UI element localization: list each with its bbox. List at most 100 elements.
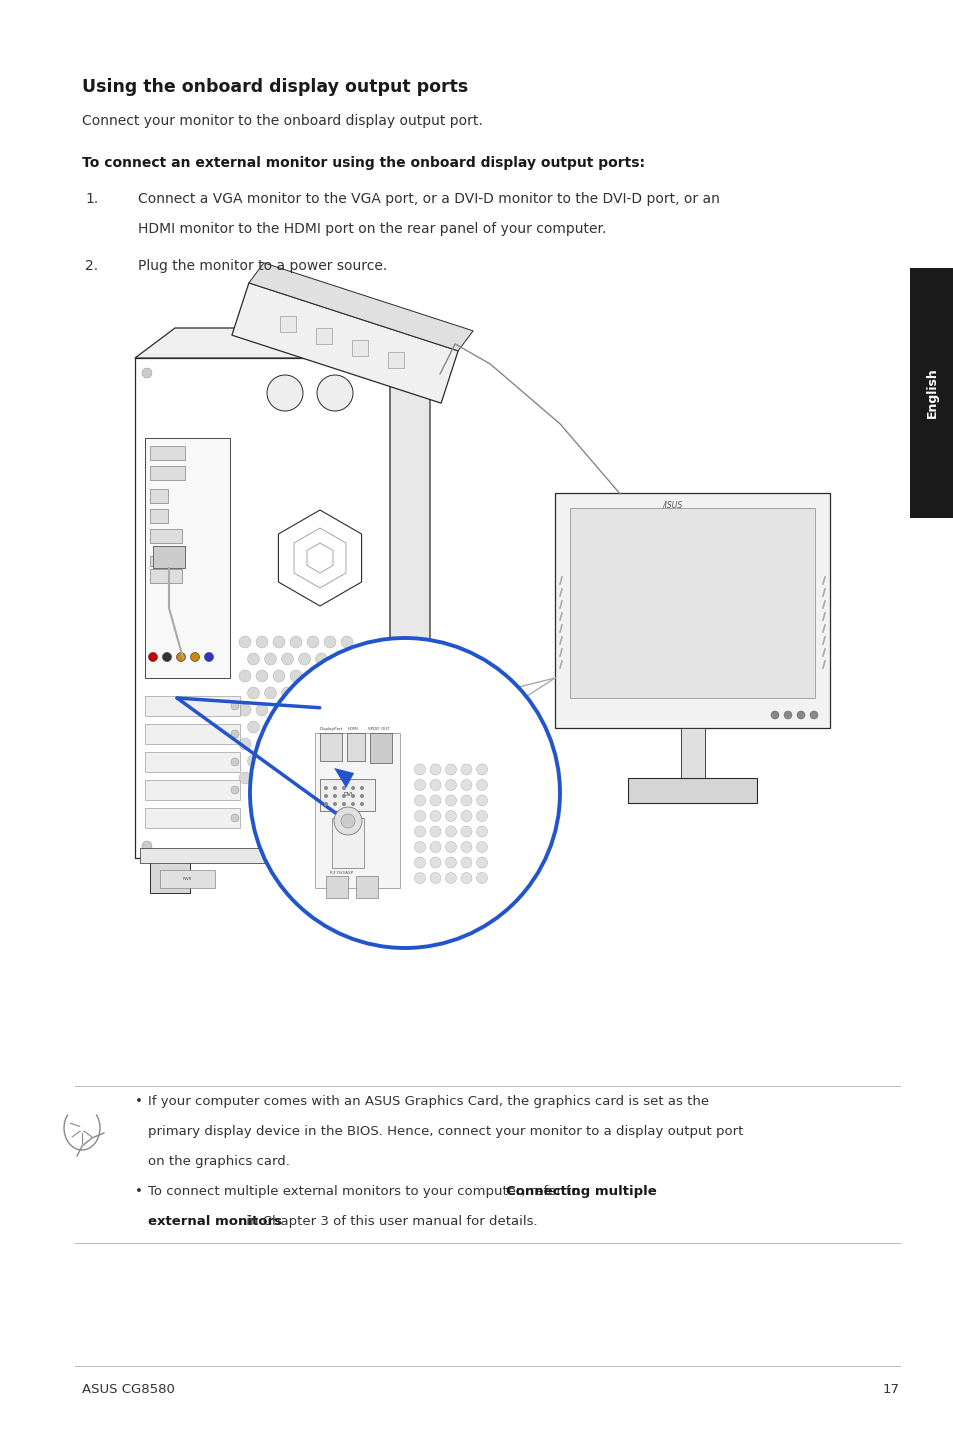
Polygon shape	[390, 328, 430, 858]
FancyBboxPatch shape	[145, 696, 240, 716]
Circle shape	[273, 670, 285, 682]
FancyBboxPatch shape	[909, 267, 953, 518]
Circle shape	[340, 814, 355, 828]
Circle shape	[333, 755, 344, 766]
Circle shape	[430, 873, 440, 883]
Circle shape	[460, 779, 472, 791]
FancyBboxPatch shape	[145, 779, 240, 800]
Circle shape	[414, 841, 425, 853]
Text: HDMI monitor to the HDMI port on the rear panel of your computer.: HDMI monitor to the HDMI port on the rea…	[138, 221, 606, 236]
Circle shape	[414, 811, 425, 821]
Circle shape	[341, 787, 346, 789]
Text: external monitors: external monitors	[148, 1215, 282, 1228]
Circle shape	[247, 653, 259, 664]
Circle shape	[796, 710, 804, 719]
Circle shape	[445, 811, 456, 821]
Text: SPDIF OUT: SPDIF OUT	[368, 728, 390, 731]
Circle shape	[414, 857, 425, 869]
Circle shape	[298, 653, 310, 664]
Circle shape	[445, 795, 456, 807]
FancyBboxPatch shape	[150, 446, 185, 460]
Circle shape	[783, 710, 791, 719]
Circle shape	[445, 841, 456, 853]
Circle shape	[281, 720, 294, 733]
Text: •: •	[135, 1094, 143, 1109]
Circle shape	[281, 755, 294, 766]
Circle shape	[231, 814, 239, 823]
FancyBboxPatch shape	[347, 733, 365, 761]
Circle shape	[476, 811, 487, 821]
Text: DisplayPort: DisplayPort	[319, 728, 343, 731]
Circle shape	[315, 720, 327, 733]
Text: To connect an external monitor using the onboard display output ports:: To connect an external monitor using the…	[82, 155, 644, 170]
Circle shape	[445, 825, 456, 837]
Circle shape	[460, 873, 472, 883]
FancyBboxPatch shape	[150, 529, 182, 544]
Circle shape	[247, 720, 259, 733]
FancyBboxPatch shape	[315, 328, 332, 344]
Circle shape	[430, 811, 440, 821]
Text: English: English	[924, 368, 938, 418]
Circle shape	[290, 705, 302, 716]
Circle shape	[255, 738, 268, 751]
Circle shape	[333, 720, 344, 733]
Circle shape	[191, 653, 199, 661]
Circle shape	[204, 653, 213, 661]
Circle shape	[414, 825, 425, 837]
Circle shape	[255, 670, 268, 682]
FancyBboxPatch shape	[388, 352, 404, 368]
Text: Using the onboard display output ports: Using the onboard display output ports	[82, 78, 468, 96]
FancyBboxPatch shape	[627, 778, 757, 802]
Circle shape	[333, 653, 344, 664]
Circle shape	[370, 368, 379, 378]
FancyBboxPatch shape	[150, 858, 190, 893]
Circle shape	[239, 670, 251, 682]
Circle shape	[176, 653, 185, 661]
Circle shape	[307, 705, 318, 716]
Circle shape	[770, 710, 779, 719]
Circle shape	[298, 755, 310, 766]
Polygon shape	[294, 528, 346, 588]
Circle shape	[290, 670, 302, 682]
Circle shape	[333, 787, 336, 789]
Circle shape	[239, 705, 251, 716]
Circle shape	[324, 705, 335, 716]
Circle shape	[334, 807, 361, 835]
Circle shape	[476, 841, 487, 853]
Circle shape	[351, 787, 355, 789]
Circle shape	[273, 705, 285, 716]
Text: 2.: 2.	[85, 259, 98, 273]
Circle shape	[351, 802, 355, 807]
Circle shape	[324, 636, 335, 649]
Text: HDMI: HDMI	[348, 728, 358, 731]
Circle shape	[476, 825, 487, 837]
Circle shape	[460, 795, 472, 807]
FancyBboxPatch shape	[319, 733, 341, 761]
Circle shape	[247, 687, 259, 699]
Circle shape	[460, 764, 472, 775]
Circle shape	[324, 670, 335, 682]
Circle shape	[264, 653, 276, 664]
FancyBboxPatch shape	[279, 316, 295, 332]
Circle shape	[239, 772, 251, 784]
Circle shape	[290, 636, 302, 649]
Circle shape	[476, 795, 487, 807]
FancyBboxPatch shape	[335, 858, 375, 893]
Circle shape	[460, 811, 472, 821]
FancyBboxPatch shape	[145, 752, 240, 772]
Circle shape	[324, 772, 335, 784]
Circle shape	[476, 764, 487, 775]
Circle shape	[460, 841, 472, 853]
Circle shape	[809, 710, 817, 719]
Circle shape	[370, 841, 379, 851]
Text: 17: 17	[882, 1383, 899, 1396]
Text: Connect your monitor to the onboard display output port.: Connect your monitor to the onboard disp…	[82, 114, 482, 128]
Circle shape	[142, 368, 152, 378]
Circle shape	[264, 755, 276, 766]
Circle shape	[264, 687, 276, 699]
FancyBboxPatch shape	[150, 489, 168, 503]
Circle shape	[445, 779, 456, 791]
Circle shape	[315, 653, 327, 664]
Circle shape	[414, 873, 425, 883]
Text: •: •	[135, 1185, 143, 1198]
